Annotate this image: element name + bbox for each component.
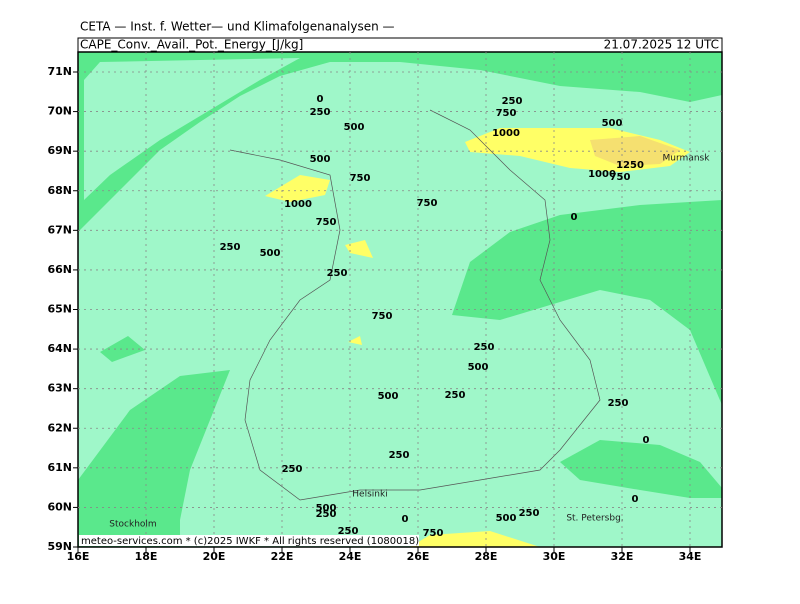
contour-label: 750 <box>350 173 371 184</box>
contour-label: 250 <box>608 398 629 409</box>
lat-label: 59N <box>47 540 72 553</box>
footer: meteo-services.com * (c)2025 IWKF * All … <box>81 536 419 547</box>
contour-label: 750 <box>610 172 631 183</box>
contour-label: 500 <box>496 513 517 524</box>
contour-label: 750 <box>496 108 517 119</box>
lat-label: 67N <box>47 223 72 236</box>
contour-label: 0 <box>571 212 578 223</box>
cape-zero-area <box>452 200 722 405</box>
lon-label: 26E <box>407 550 430 563</box>
lat-label: 71N <box>47 65 72 78</box>
lon-label: 16E <box>67 550 90 563</box>
contour-label: 0 <box>643 435 650 446</box>
contour-label: 1000 <box>284 199 312 210</box>
cape-zero-area <box>78 370 230 547</box>
datetime: 21.07.2025 12 UTC <box>604 38 719 52</box>
contour-label: 250 <box>445 390 466 401</box>
lat-label: 65N <box>47 303 72 316</box>
contour-label: 250 <box>389 450 410 461</box>
contour-label: 500 <box>344 122 365 133</box>
cape-1000-area <box>265 175 330 202</box>
contour-label: 0 <box>402 514 409 525</box>
lat-label: 61N <box>47 461 72 474</box>
lat-label: 62N <box>47 421 72 434</box>
contour-label: 250 <box>502 96 523 107</box>
lon-label: 28E <box>475 550 498 563</box>
contour-label: 0 <box>317 94 324 105</box>
contour-label: 250 <box>316 509 337 520</box>
contour-label: 500 <box>260 248 281 259</box>
contour-label: 500 <box>316 503 337 514</box>
contour-label: 750 <box>423 528 444 539</box>
map-area <box>77 51 723 548</box>
contour-label: 750 <box>417 198 438 209</box>
cape-1000-area <box>348 336 362 345</box>
contour-label: 250 <box>220 242 241 253</box>
contour-label: 500 <box>602 118 623 129</box>
lon-label: 18E <box>135 550 158 563</box>
lat-label: 60N <box>47 500 72 513</box>
contour-label: 1000 <box>588 169 616 180</box>
place-label: Murmansk <box>663 154 711 164</box>
cape-1000-area <box>345 240 373 258</box>
contour-label: 1250 <box>616 160 644 171</box>
contour-label: 1000 <box>492 128 520 139</box>
contour-label: 0 <box>632 494 639 505</box>
cape-1250-area <box>590 136 680 166</box>
place-label: Helsinki <box>352 490 387 500</box>
lon-label: 32E <box>611 550 634 563</box>
lon-label: 34E <box>679 550 702 563</box>
contour-label: 750 <box>316 217 337 228</box>
contour-label: 250 <box>519 508 540 519</box>
lat-label: 69N <box>47 144 72 157</box>
contour-label: 500 <box>378 391 399 402</box>
lon-label: 24E <box>339 550 362 563</box>
contour-label: 500 <box>468 362 489 373</box>
lon-label: 30E <box>543 550 566 563</box>
cape-zero-area <box>560 440 722 498</box>
map-frame <box>77 51 723 548</box>
contour-label: 250 <box>282 464 303 475</box>
contour-label: 750 <box>372 311 393 322</box>
lon-label: 20E <box>203 550 226 563</box>
lon-label: 22E <box>271 550 294 563</box>
contour-label: 250 <box>310 107 331 118</box>
lat-label: 68N <box>47 184 72 197</box>
contour-label: 250 <box>338 526 359 537</box>
cape-1000-area <box>410 531 540 547</box>
place-label: St. Petersbg. <box>566 514 623 524</box>
contour-label: 250 <box>327 268 348 279</box>
place-label: Stockholm <box>109 520 156 530</box>
lat-label: 70N <box>47 105 72 118</box>
lat-label: 63N <box>47 382 72 395</box>
field-name: CAPE_Conv._Avail._Pot._Energy_[J/kg] <box>80 38 303 52</box>
cape-250-area <box>84 58 300 200</box>
header-title: CETA — Inst. f. Wetter— und Klimafolgena… <box>80 20 395 34</box>
contour-label: 500 <box>310 154 331 165</box>
lat-label: 64N <box>47 342 72 355</box>
contour-label: 250 <box>474 342 495 353</box>
lat-label: 66N <box>47 263 72 276</box>
coast-border <box>229 109 601 501</box>
cape-zero-area <box>100 336 145 362</box>
footer-box <box>79 535 419 546</box>
